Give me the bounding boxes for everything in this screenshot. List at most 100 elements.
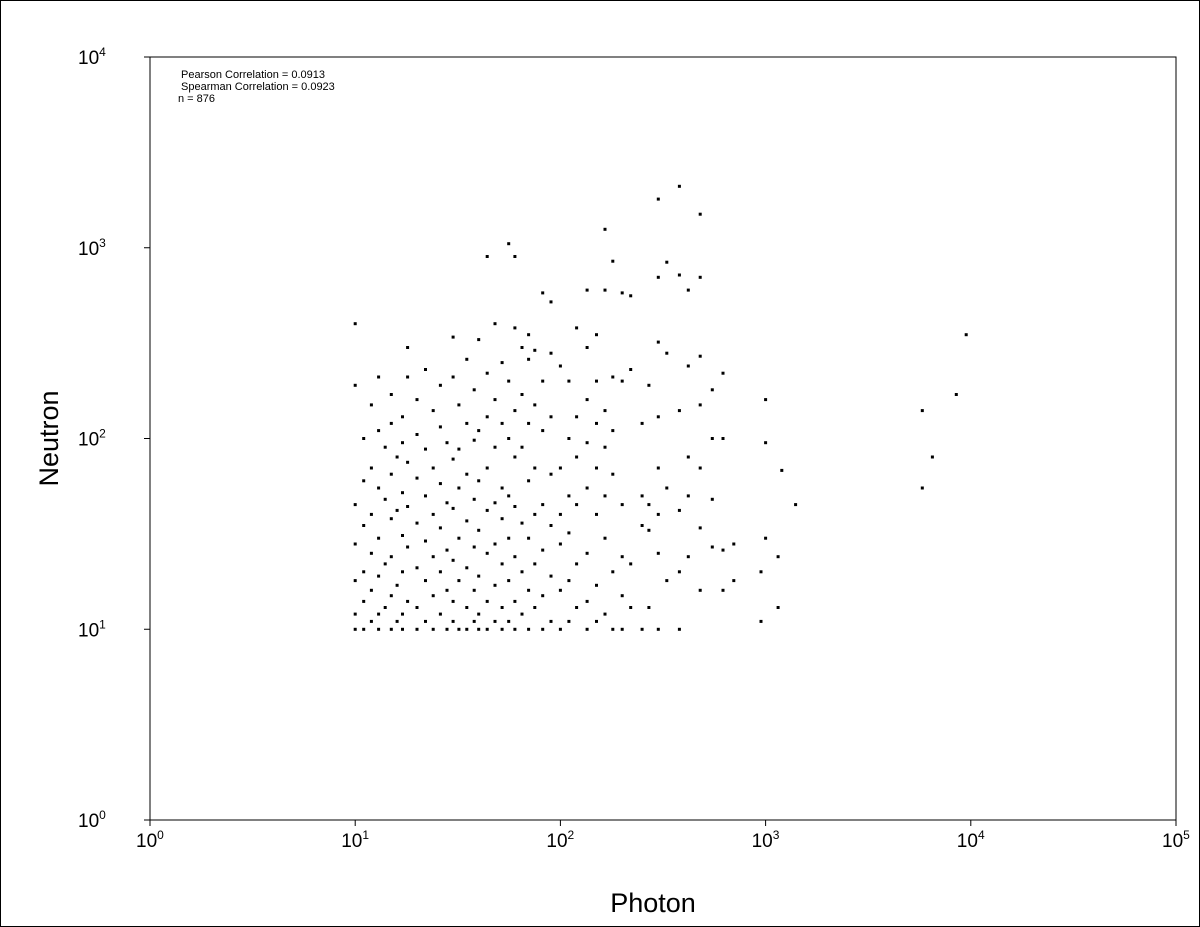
data-point	[477, 338, 481, 342]
data-point	[603, 409, 607, 413]
data-point	[575, 562, 579, 566]
data-point	[520, 393, 524, 396]
data-point	[656, 415, 660, 419]
data-point	[686, 555, 690, 559]
data-point	[603, 494, 607, 498]
data-point	[377, 429, 381, 433]
data-point	[698, 403, 702, 407]
data-point	[721, 371, 725, 375]
data-point	[472, 388, 476, 392]
data-point	[710, 545, 714, 549]
data-point	[493, 501, 497, 505]
data-point	[401, 491, 404, 495]
data-point	[507, 437, 511, 440]
data-point	[656, 340, 660, 344]
data-point	[620, 503, 624, 507]
y-axis: 100 101 102 103 104	[78, 45, 150, 832]
data-point	[533, 562, 537, 566]
data-point	[640, 421, 644, 425]
x-tick-label: 104	[957, 828, 985, 852]
data-point	[438, 482, 442, 486]
data-point	[383, 562, 387, 566]
data-point	[611, 259, 615, 263]
data-point	[677, 627, 681, 631]
data-point	[431, 627, 435, 631]
data-point	[567, 494, 571, 498]
data-point	[647, 383, 651, 387]
data-point	[665, 260, 669, 264]
data-point	[541, 379, 545, 383]
data-point	[507, 536, 511, 540]
data-point	[362, 437, 366, 440]
data-point	[686, 455, 690, 459]
data-point	[485, 508, 489, 512]
data-point	[698, 275, 702, 279]
data-point	[677, 570, 681, 574]
data-point	[585, 486, 589, 490]
data-point	[369, 403, 373, 407]
data-point	[656, 627, 660, 631]
data-point	[585, 627, 589, 631]
data-point	[431, 512, 435, 516]
data-point	[500, 606, 504, 609]
data-point	[389, 594, 393, 598]
data-point	[677, 409, 681, 413]
data-point	[406, 375, 410, 379]
pearson-correlation-label: Pearson Correlation = 0.0913	[181, 69, 325, 81]
data-point	[369, 588, 373, 592]
data-point	[620, 291, 624, 295]
data-point	[500, 361, 504, 365]
data-point	[389, 421, 393, 425]
data-point	[611, 429, 615, 433]
data-point	[431, 409, 435, 413]
data-point	[465, 519, 469, 523]
data-point	[395, 583, 399, 587]
data-point	[438, 612, 442, 616]
data-point	[595, 333, 598, 337]
data-point	[549, 415, 553, 419]
data-point	[424, 368, 427, 371]
data-point	[389, 517, 393, 521]
data-point	[549, 472, 553, 476]
data-point	[686, 494, 690, 498]
data-point	[567, 579, 571, 583]
data-point	[353, 383, 357, 387]
data-point	[656, 275, 660, 279]
data-point	[472, 588, 476, 592]
data-point	[520, 346, 524, 349]
data-point	[698, 466, 702, 470]
data-point	[377, 627, 381, 631]
data-point	[595, 421, 598, 425]
data-point	[401, 627, 404, 631]
data-point	[603, 227, 607, 231]
data-point	[438, 526, 442, 530]
data-point	[513, 555, 517, 559]
data-point	[451, 457, 455, 461]
data-point	[558, 542, 562, 546]
data-point	[424, 539, 427, 543]
data-point	[401, 415, 404, 419]
stats-annotation: Pearson Correlation = 0.0913 Spearman Co…	[178, 69, 335, 105]
data-point	[369, 551, 373, 555]
data-point	[477, 627, 481, 631]
data-point	[595, 466, 598, 470]
data-point	[558, 466, 562, 470]
data-point	[477, 429, 481, 433]
data-point	[485, 627, 489, 631]
data-point	[401, 441, 404, 445]
data-point	[620, 594, 624, 598]
data-point	[406, 346, 410, 349]
data-point	[629, 294, 633, 298]
y-axis-title: Neutron	[34, 390, 64, 486]
data-point	[656, 197, 660, 201]
data-point	[389, 627, 393, 631]
data-point	[513, 255, 517, 258]
x-axis: 100 101 102 103 104 105	[136, 820, 1190, 852]
data-point	[549, 619, 553, 623]
data-point	[595, 583, 598, 587]
data-point	[585, 441, 589, 445]
data-point	[567, 619, 571, 623]
data-point	[438, 570, 442, 574]
data-point	[362, 479, 366, 483]
data-point	[362, 599, 366, 603]
